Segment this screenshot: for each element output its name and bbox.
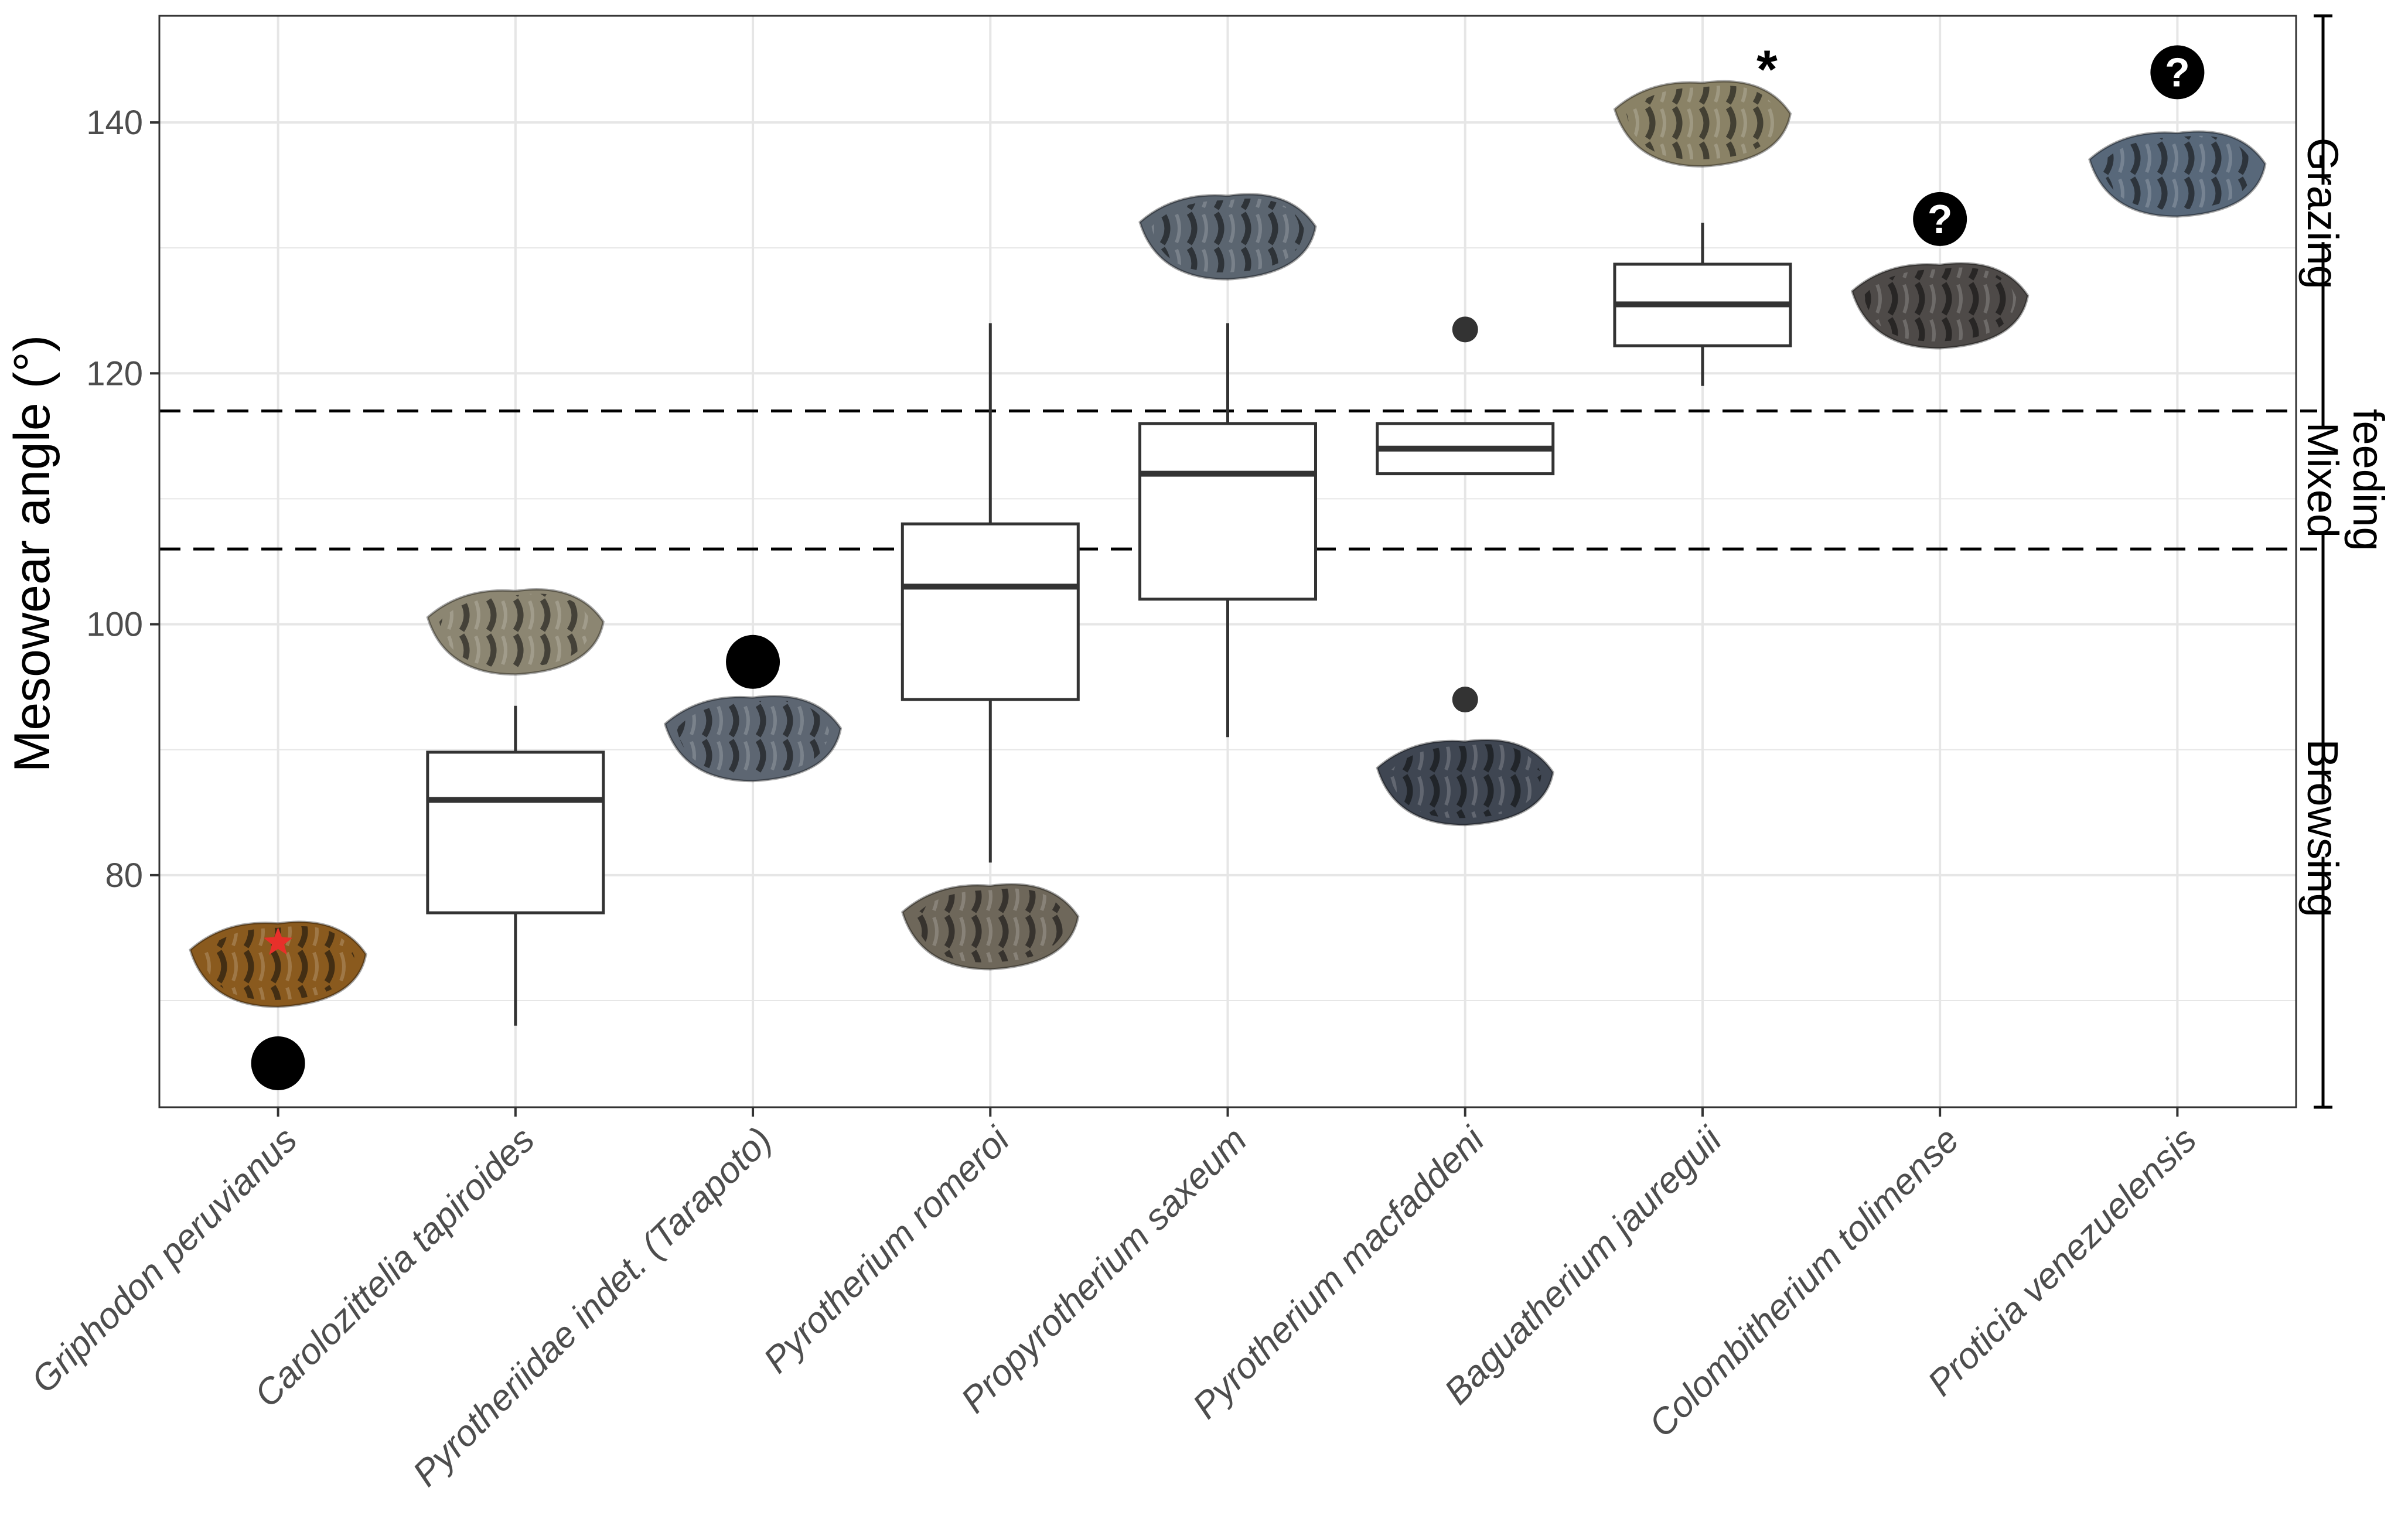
zone-label-backing xyxy=(2303,185,2354,243)
tooth-cusp-texture xyxy=(202,926,354,1000)
boxplot-pyrotherium-macfaddeni xyxy=(1376,422,1555,476)
boxplot-carolozittelia-tapiroides xyxy=(426,705,605,1026)
iqr-box xyxy=(426,750,605,914)
tooth-image-pyrotheriidae-indet-tarapoto xyxy=(663,695,843,783)
boxplot-baguatherium-jaureguii xyxy=(1613,223,1792,386)
y-tick-label: 100 xyxy=(86,606,143,644)
red-star-icon xyxy=(263,927,293,955)
question-mark-glyph: ? xyxy=(1928,196,1953,242)
tooth-cusp-texture xyxy=(677,700,830,774)
point-layer: ?? * xyxy=(251,40,2205,1091)
zone-browsing: Browsing xyxy=(2298,739,2354,917)
y-axis-title: Mesowear angle (°) xyxy=(4,335,60,773)
x-tick-label-carolozittelia-tapiroides: Carolozittelia tapiroides xyxy=(247,1120,542,1415)
tooth-image-propyrotherium-saxeum xyxy=(1138,193,1317,281)
tooth-image-colombitherium-tolimense xyxy=(1850,262,2030,350)
question-mark-disc xyxy=(1913,192,1967,246)
zone-grazing: Grazing xyxy=(2298,138,2354,289)
specimen-point-pyrotheriidae-indet-tarapoto xyxy=(726,634,780,689)
x-tick-label-baguatherium-jaureguii: Baguatherium jaureguii xyxy=(1437,1119,1730,1412)
x-tick-label-proticia-venezuelensis: Proticia venezuelensis xyxy=(1920,1120,2204,1404)
tooth-image-proticia-venezuelensis xyxy=(2088,130,2267,218)
tooth-cusp-texture xyxy=(2101,135,2254,210)
tooth-cusp-texture xyxy=(439,593,592,668)
reference-line-layer xyxy=(159,410,2317,551)
question-mark-icon: ? xyxy=(1913,192,1967,246)
tooth-image-baguatherium-jaureguii xyxy=(1613,80,1792,168)
tooth-image-griphodon-peruvianus xyxy=(189,920,367,1008)
boxplot-propyrotherium-saxeum xyxy=(1138,323,1317,738)
zone-label-text: Browsing xyxy=(2298,739,2347,917)
tooth-cusp-texture xyxy=(1864,267,2017,342)
tooth-cusp-texture xyxy=(1151,198,1304,272)
zone-label-backing xyxy=(2303,428,2399,532)
zone-label-text: Grazing xyxy=(2298,138,2347,289)
tooth-image-pyrotherium-macfaddeni xyxy=(1376,739,1554,827)
boxplot-pyrotherium-romeroi xyxy=(901,323,1080,863)
tooth-cusp-texture xyxy=(1626,86,1779,160)
x-tick-label-griphodon-peruvianus: Griphodon peruvianus xyxy=(23,1120,305,1401)
tooth-image-layer xyxy=(189,80,2267,1008)
iqr-box xyxy=(1138,422,1317,601)
asterisk-annotation: * xyxy=(1756,40,1778,100)
x-tick-label-pyrotherium-romeroi: Pyrotherium romeroi xyxy=(756,1119,1018,1381)
outlier-point-pyrotherium-macfaddeni xyxy=(1452,687,1478,713)
outlier-point-pyrotherium-macfaddeni xyxy=(1452,316,1478,343)
tooth-cusp-texture xyxy=(914,888,1067,963)
question-mark-glyph: ? xyxy=(2165,49,2190,95)
tooth-image-pyrotherium-romeroi xyxy=(901,883,1080,971)
question-mark-disc xyxy=(2150,45,2205,100)
zone-label-text: Mixed xyxy=(2298,422,2347,538)
boxplot-layer xyxy=(426,223,1792,1026)
iqr-box xyxy=(901,522,1080,701)
y-tick-label: 120 xyxy=(86,354,143,393)
zone-label-backing xyxy=(2303,799,2354,857)
y-tick-label: 140 xyxy=(86,104,143,142)
question-mark-icon: ? xyxy=(2150,45,2205,100)
tooth-image-carolozittelia-tapiroides xyxy=(426,588,605,676)
tooth-cusp-texture xyxy=(1389,744,1541,818)
specimen-point-griphodon-peruvianus xyxy=(251,1036,305,1091)
zone-label-text: feeding xyxy=(2344,409,2393,551)
y-tick-label: 80 xyxy=(105,856,143,895)
